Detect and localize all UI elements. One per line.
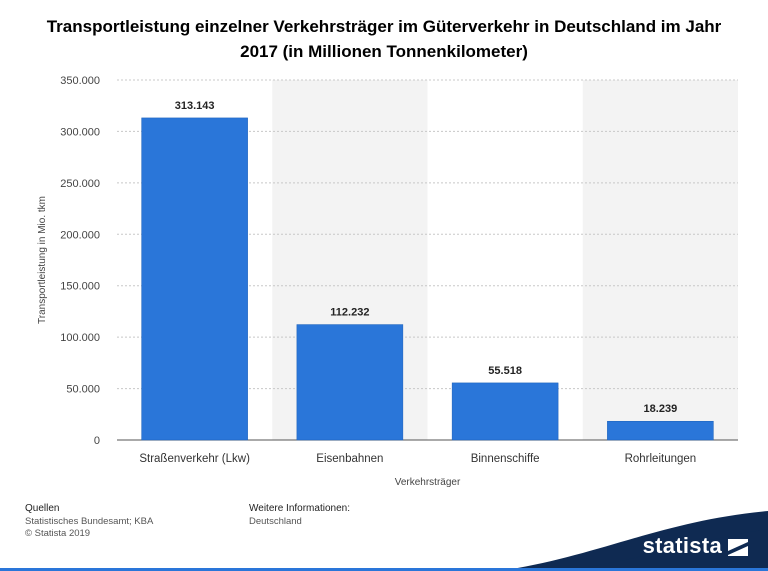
brand-logo-text[interactable]: statista: [642, 533, 722, 558]
sources-block: Quellen Statistisches Bundesamt; KBA © S…: [25, 503, 153, 541]
bar: [141, 117, 248, 441]
chart-title: Transportleistung einzelner Verkehrsträg…: [46, 17, 722, 61]
bar-chart: 0 50.000 100.000 150.000 200.000 250.000 300.0…: [37, 75, 738, 488]
y-tick-label: 0: [94, 435, 100, 447]
x-tick-label: Straßenverkehr (Lkw): [139, 453, 250, 465]
y-tick-label: 200.000: [60, 229, 100, 241]
y-tick-label: 300.000: [60, 126, 100, 138]
bar-value-label: 18.239: [644, 403, 678, 415]
y-tick-label: 50.000: [66, 384, 100, 396]
statista-logo-icon: [728, 539, 748, 556]
info-text: Deutschland: [249, 515, 302, 527]
y-tick-label: 150.000: [60, 281, 100, 293]
y-tick-label: 100.000: [60, 332, 100, 344]
bar: [451, 382, 559, 441]
x-tick-label: Rohrleitungen: [625, 453, 697, 465]
bar-value-label: 55.518: [488, 365, 522, 377]
y-tick-label: 350.000: [60, 75, 100, 87]
sources-text: Statistisches Bundesamt; KBA: [25, 515, 154, 527]
bar: [607, 420, 714, 441]
bar: [296, 324, 404, 441]
info-block: Weitere Informationen: Deutschland: [249, 503, 350, 528]
brand-swoosh: [0, 511, 768, 571]
x-axis-title: Verkehrsträger: [395, 477, 461, 488]
bar-value-label: 112.232: [330, 307, 369, 319]
bar-value-label: 313.143: [175, 100, 215, 112]
sources-heading: Quellen: [25, 503, 60, 514]
brand-banner: statista: [0, 511, 768, 571]
x-tick-label: Binnenschiffe: [471, 453, 540, 465]
copyright-text: © Statista 2019: [25, 528, 91, 539]
info-heading[interactable]: Weitere Informationen:: [249, 503, 350, 514]
plot-band: [582, 80, 738, 440]
y-tick-label: 250.000: [60, 178, 100, 190]
y-axis-title: Transportleistung in Mio. tkm: [37, 196, 48, 324]
x-tick-label: Eisenbahnen: [316, 453, 383, 465]
